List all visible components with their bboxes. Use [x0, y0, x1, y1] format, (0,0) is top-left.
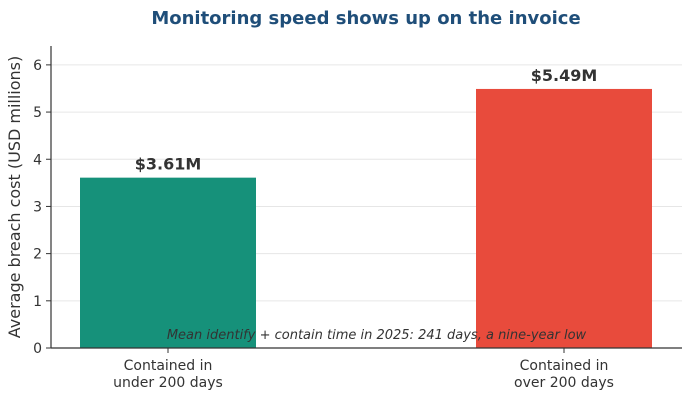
- x-tick-label: over 200 days: [514, 375, 614, 391]
- chart-title: Monitoring speed shows up on the invoice: [151, 8, 580, 29]
- y-tick-label: 2: [33, 247, 42, 263]
- data-labels: $3.61M $5.49M: [135, 66, 598, 174]
- bar: [476, 88, 652, 349]
- chart-annotation: Mean identify + contain time in 2025: 24…: [167, 328, 587, 343]
- y-tick-label: 3: [33, 199, 42, 215]
- y-tick-label: 0: [33, 341, 42, 357]
- bar-value-label: $3.61M: [135, 155, 202, 174]
- x-tick-label: under 200 days: [113, 375, 223, 391]
- bar: [80, 177, 256, 348]
- x-tick-label: Contained in: [124, 358, 213, 374]
- y-tick-label: 1: [33, 294, 42, 310]
- y-tick-label: 5: [33, 105, 42, 121]
- x-tick-label: Contained in: [520, 358, 609, 374]
- y-tick-label: 6: [33, 58, 42, 74]
- axes: [50, 46, 682, 349]
- y-tick-label: 4: [33, 152, 42, 168]
- bar-value-label: $5.49M: [531, 66, 598, 85]
- bars: [80, 88, 652, 349]
- y-ticks: 0 1 2 3 4 5 6: [33, 58, 51, 357]
- y-axis-title: Average breach cost (USD millions): [5, 56, 24, 339]
